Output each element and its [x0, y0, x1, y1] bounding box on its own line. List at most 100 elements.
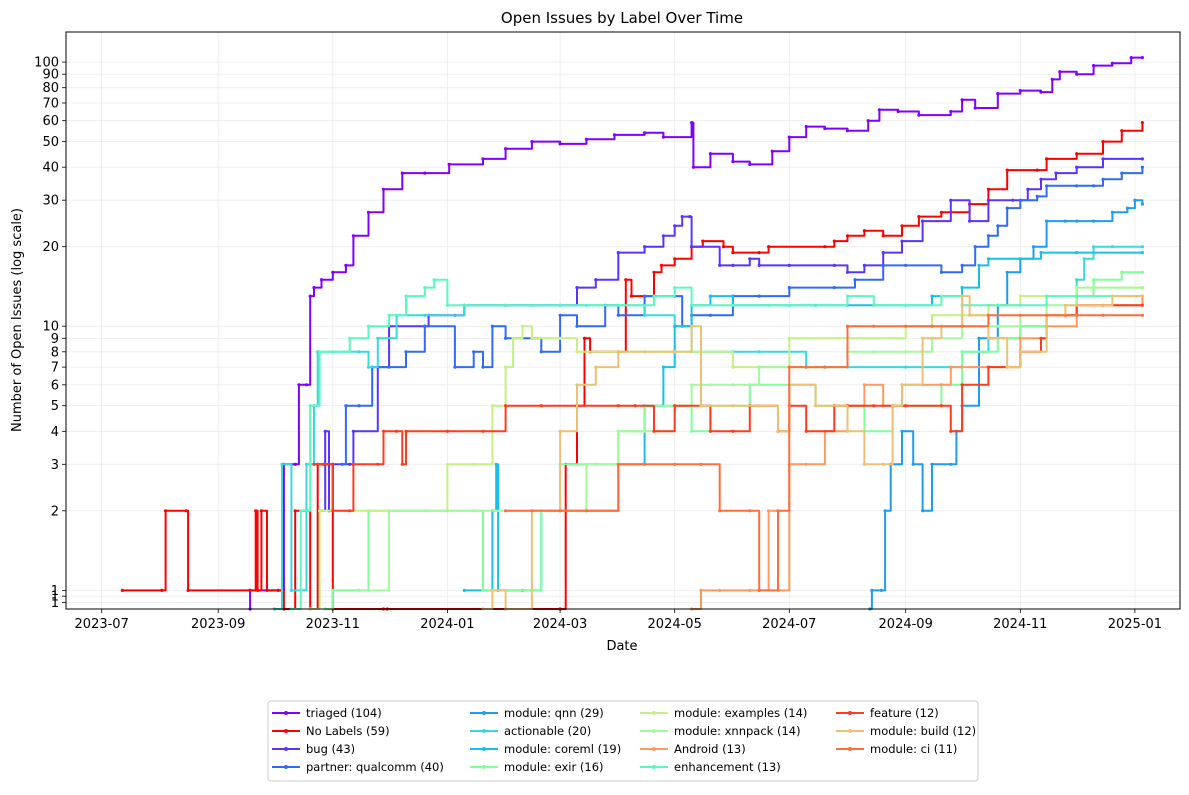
data-point: [504, 147, 508, 151]
data-point: [1026, 187, 1030, 191]
data-point: [1140, 56, 1144, 60]
y-tick-label: 10: [42, 320, 59, 335]
data-point: [1011, 198, 1015, 202]
data-point: [896, 109, 900, 114]
x-tick-label: 2023-11: [306, 617, 360, 632]
y-tick-label: 4: [51, 425, 59, 440]
data-point: [400, 171, 404, 175]
x-tick-label: 2024-05: [648, 617, 702, 632]
data-point: [259, 509, 263, 513]
data-point: [904, 365, 908, 369]
data-point: [348, 462, 352, 466]
data-point: [748, 509, 752, 513]
series-9: [357, 286, 1144, 593]
data-point: [748, 257, 752, 261]
data-point: [673, 324, 677, 328]
legend-item: module: build (12): [836, 724, 976, 738]
data-point: [757, 350, 761, 354]
data-point: [530, 336, 534, 340]
data-point: [643, 245, 647, 249]
data-point: [1092, 278, 1096, 282]
data-point: [881, 263, 885, 267]
data-point: [1018, 303, 1022, 307]
data-point: [340, 462, 344, 466]
data-point: [949, 365, 953, 369]
y-tick-label: 3: [51, 458, 59, 473]
data-point: [1075, 278, 1079, 282]
data-point: [879, 588, 883, 593]
data-point: [453, 365, 457, 369]
data-point: [708, 152, 713, 156]
data-point: [462, 588, 466, 593]
data-point: [381, 187, 386, 191]
data-point: [1050, 77, 1054, 81]
data-point: [1092, 64, 1096, 68]
data-point: [757, 251, 761, 255]
y-axis-label: Number of Open Issues (log scale): [10, 208, 25, 432]
data-point: [814, 404, 818, 408]
data-point: [357, 404, 361, 408]
data-point: [986, 336, 991, 340]
data-point: [748, 588, 752, 593]
data-point: [877, 108, 882, 112]
data-point: [1018, 257, 1022, 261]
data-point: [939, 210, 944, 214]
data-point: [1140, 121, 1144, 125]
data-point: [366, 210, 371, 214]
data-point: [558, 509, 562, 513]
y-tick-label: 60: [42, 114, 59, 129]
data-point: [1092, 219, 1096, 223]
data-point: [248, 588, 252, 593]
data-point: [767, 303, 771, 307]
legend-marker: [652, 765, 656, 769]
data-point: [1120, 270, 1124, 274]
data-point: [643, 294, 647, 298]
data-point: [1082, 257, 1086, 261]
data-point: [643, 462, 647, 466]
data-point: [883, 509, 887, 513]
data-point: [381, 429, 386, 433]
data-point: [1039, 90, 1043, 94]
data-point: [718, 263, 722, 267]
data-point: [787, 135, 791, 139]
data-point: [872, 404, 876, 408]
legend-label: triaged (104): [306, 706, 382, 720]
legend-marker: [284, 747, 288, 751]
data-point: [351, 462, 355, 466]
data-point: [904, 404, 908, 408]
data-point: [731, 365, 735, 369]
legend-marker: [482, 729, 486, 733]
y-tick-label: 80: [42, 81, 59, 96]
legend-label: enhancement (13): [674, 760, 781, 774]
data-point: [690, 383, 694, 387]
data-point: [1101, 157, 1105, 161]
data-point: [1031, 245, 1036, 249]
data-point: [986, 257, 991, 261]
data-point: [481, 588, 485, 593]
data-point: [1075, 286, 1079, 290]
data-point: [494, 462, 498, 466]
data-point: [845, 129, 850, 133]
series-5: [272, 245, 1144, 611]
data-point: [731, 383, 735, 387]
data-point: [624, 278, 628, 282]
y-tick-label: 6: [51, 378, 59, 393]
data-point: [921, 219, 925, 223]
data-point: [804, 125, 808, 129]
data-point: [1125, 206, 1129, 210]
data-point: [318, 509, 322, 513]
legend-marker: [652, 747, 656, 751]
data-point: [293, 509, 297, 513]
data-point: [558, 313, 562, 317]
data-point: [767, 245, 771, 249]
data-point: [804, 462, 808, 466]
data-point: [504, 365, 508, 369]
legend-marker: [652, 711, 656, 715]
series-lines: [120, 56, 1144, 611]
data-point: [348, 509, 352, 513]
legend-item: enhancement (13): [640, 760, 781, 774]
data-point: [770, 149, 774, 153]
legend-item: Android (13): [640, 742, 746, 756]
data-point: [960, 263, 964, 267]
